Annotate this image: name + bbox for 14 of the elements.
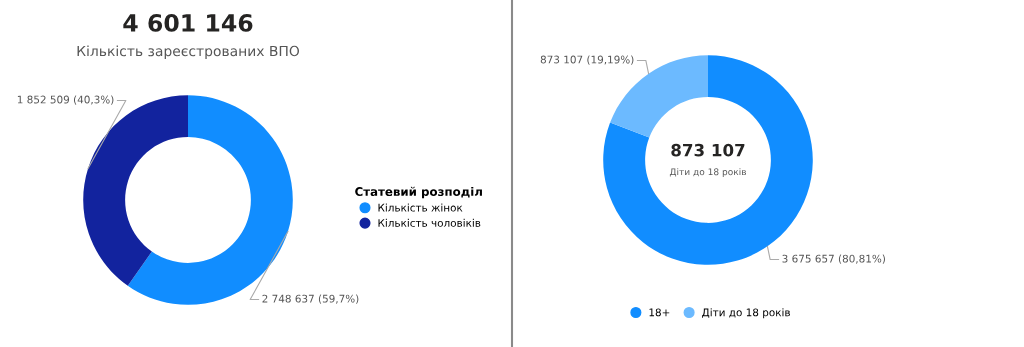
legend-label: Кількість жінок (378, 203, 463, 212)
text: 873 107 (671, 143, 745, 157)
chart-subtitle: Кількість зареєстрованих ВПО (77, 45, 300, 59)
chart-title: 4 601 146 (123, 13, 253, 32)
legend-label: Діти до 18 років (702, 308, 790, 319)
legend-label: 18+ (649, 308, 670, 317)
legend-label: Кількість чоловіків (378, 218, 481, 227)
data-label: 2 748 637 (59,7%) (262, 294, 359, 304)
data-label: 3 675 657 (80,81%) (782, 254, 885, 264)
data-label: 873 107 (19,19%) (540, 55, 634, 65)
text: Діти до 18 років (669, 168, 747, 177)
donut-slice (127, 95, 293, 305)
legend-title: Статевий розподіл (355, 186, 482, 199)
data-label: 1 852 509 (40,3%) (17, 95, 114, 105)
